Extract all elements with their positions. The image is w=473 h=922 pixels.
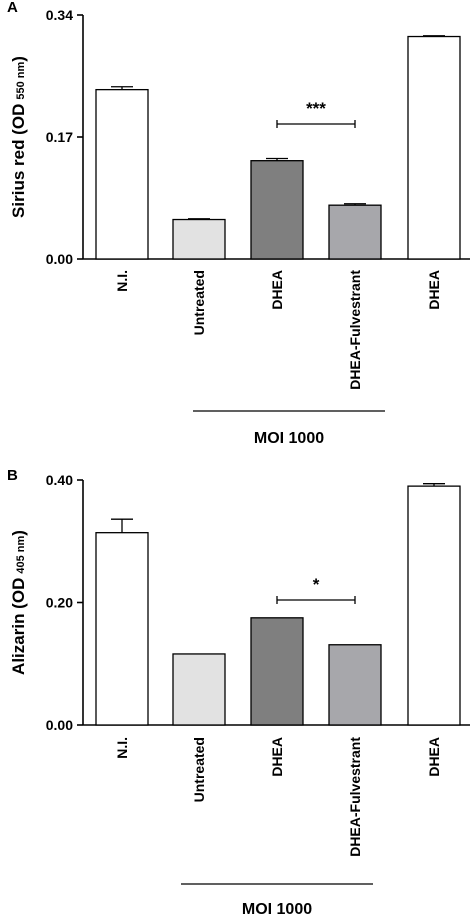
y-axis-title: Alizarin (OD 405 nm): [9, 530, 28, 675]
category-label: Untreated: [191, 737, 207, 802]
category-label: DHEA-Fulvestrant: [347, 270, 363, 390]
bar: [328, 204, 382, 260]
panel-label: A: [7, 0, 18, 16]
bar: [250, 160, 304, 260]
bar: [328, 644, 382, 726]
y-tick-label: 0.40: [46, 472, 73, 488]
group-label: MOI 1000: [254, 430, 324, 447]
category-label: DHEA: [269, 270, 285, 310]
group-label: MOI 1000: [242, 901, 312, 918]
bar: [172, 218, 226, 260]
bar: [250, 617, 304, 726]
category-label: DHEA: [426, 270, 442, 310]
significance-label: *: [313, 575, 320, 594]
category-label: N.I.: [114, 737, 130, 759]
bar: [95, 532, 149, 726]
panel-b: B 0.00 0.20 0.40 Alizarin (OD 405 nm) N.I. Untr…: [7, 467, 470, 918]
panel-label: B: [7, 467, 18, 484]
panel-a: A 0.00 0.17 0.34 Sirius red (OD 550 nm) N.I. Un…: [7, 0, 470, 447]
y-axis-title-unit: 550 nm: [15, 62, 27, 100]
bar: [407, 485, 461, 726]
bar: [407, 35, 461, 260]
y-axis-title-main: Sirius red (OD: [9, 104, 28, 218]
y-tick-label: 0.00: [46, 251, 73, 267]
y-axis-title-close: ): [9, 56, 28, 62]
significance-label: ***: [306, 99, 326, 118]
y-axis-title-close: ): [9, 530, 28, 536]
category-label: Untreated: [191, 270, 207, 335]
bar: [95, 88, 149, 260]
y-tick-label: 0.34: [46, 7, 73, 23]
category-label: N.I.: [114, 270, 130, 292]
bar: [172, 653, 226, 726]
y-tick-label: 0.17: [46, 129, 73, 145]
category-label: DHEA-Fulvestrant: [347, 737, 363, 857]
y-axis-title-main: Alizarin (OD: [9, 578, 28, 675]
category-label: DHEA: [269, 737, 285, 777]
y-tick-label: 0.00: [46, 717, 73, 733]
category-label: DHEA: [426, 737, 442, 777]
y-axis-title-unit: 405 nm: [15, 536, 27, 574]
y-tick-label: 0.20: [46, 595, 73, 611]
y-axis-title: Sirius red (OD 550 nm): [9, 56, 28, 218]
